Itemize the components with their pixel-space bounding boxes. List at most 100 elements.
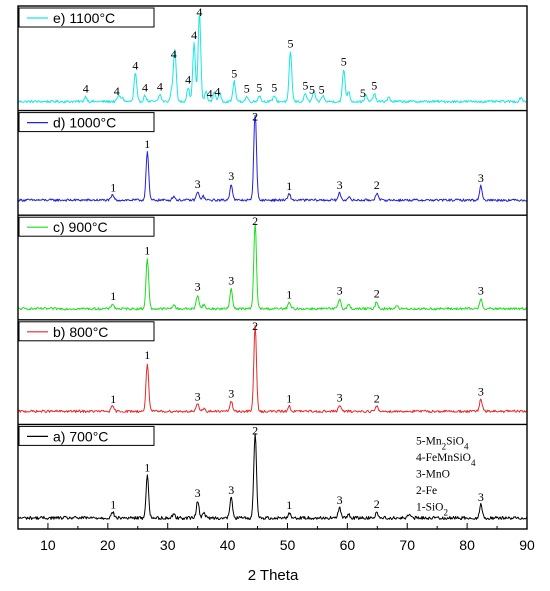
peak-label-0-8: 4 — [196, 5, 202, 19]
legend-label-3: b) 800°C — [53, 324, 108, 340]
peak-label-3-2: 3 — [195, 389, 201, 403]
panel-4: 1 1 3 3 2 1 3 2 3 a) 700°C — [17, 423, 528, 521]
x-tick-label-5: 60 — [340, 537, 356, 553]
peak-label-4-1: 1 — [144, 461, 150, 475]
peak-label-0-2: 4 — [132, 58, 138, 72]
x-tick-label-2: 30 — [160, 537, 176, 553]
peak-label-0-13: 5 — [256, 81, 262, 95]
peak-label-3-3: 3 — [228, 386, 234, 400]
peak-label-0-18: 5 — [319, 83, 325, 97]
legend-label-0: e) 1100°C — [53, 10, 115, 26]
peak-label-0-20: 5 — [360, 86, 366, 100]
series-legend-4: a) 700°C — [18, 425, 155, 446]
peak-label-0-3: 4 — [142, 81, 148, 95]
x-tick-label-3: 40 — [220, 537, 236, 553]
peak-label-0-6: 4 — [185, 73, 191, 87]
peak-label-3-7: 2 — [374, 391, 380, 405]
key-part-3-0: Fe — [426, 485, 438, 497]
peak-label-2-8: 3 — [478, 284, 484, 298]
series-trace-0 — [17, 14, 527, 104]
peak-label-1-3: 3 — [228, 169, 234, 183]
peak-label-4-5: 1 — [286, 498, 292, 512]
x-tick-label-7: 80 — [459, 537, 475, 553]
peak-label-4-6: 3 — [337, 493, 343, 507]
x-tick-label-4: 50 — [280, 537, 296, 553]
peak-label-0-17: 5 — [309, 83, 315, 97]
peak-label-2-3: 3 — [228, 274, 234, 288]
peak-label-0-5: 4 — [171, 47, 177, 61]
key-num-3: 2 — [416, 485, 422, 497]
key-sep-0: - — [422, 435, 426, 447]
x-axis-title: 2 Theta — [248, 567, 299, 584]
peak-label-2-4: 2 — [252, 214, 258, 228]
peak-label-2-0: 1 — [110, 289, 116, 303]
legend-box-3 — [18, 321, 155, 342]
key-num-0: 5 — [416, 435, 422, 447]
series-trace-3 — [17, 324, 527, 414]
peak-label-1-0: 1 — [110, 181, 116, 195]
peak-label-2-7: 2 — [374, 287, 380, 301]
peak-label-1-7: 2 — [374, 178, 380, 192]
legend-box-0 — [18, 7, 155, 28]
key-num-1: 4 — [416, 452, 422, 464]
peak-label-1-2: 3 — [195, 177, 201, 191]
legend-label-1: d) 1000°C — [53, 115, 116, 131]
key-part-0-2: SiO — [446, 435, 464, 447]
peak-label-4-8: 3 — [478, 490, 484, 504]
peak-label-0-1: 4 — [114, 84, 120, 98]
peak-label-1-4: 2 — [252, 110, 258, 124]
peak-label-0-19: 5 — [341, 54, 347, 68]
peak-label-0-12: 5 — [244, 82, 250, 96]
plot-frame — [17, 5, 528, 530]
key-sep-1: - — [422, 452, 426, 464]
legend-box-4 — [18, 425, 155, 446]
peak-label-0-9: 4 — [207, 86, 213, 100]
peak-label-3-1: 1 — [144, 348, 150, 362]
key-line-0: 5-Mn2SiO4 — [416, 435, 469, 451]
key-line-4: 1-SiO2 — [416, 501, 448, 517]
peak-label-2-6: 3 — [337, 284, 343, 298]
peak-label-3-8: 3 — [478, 384, 484, 398]
peak-label-0-10: 4 — [214, 84, 220, 98]
peak-label-3-5: 1 — [286, 391, 292, 405]
peak-label-4-7: 2 — [374, 497, 380, 511]
x-tick-label-0: 10 — [40, 537, 56, 553]
peak-label-0-4: 4 — [157, 80, 163, 94]
peak-label-1-5: 1 — [286, 179, 292, 193]
peak-label-3-4: 2 — [252, 319, 258, 333]
key-line-3: 2-Fe — [416, 485, 437, 497]
key-part-2-0: MnO — [426, 468, 450, 480]
series-trace-4 — [17, 433, 528, 521]
series-legend-3: b) 800°C — [18, 321, 155, 342]
peak-label-1-8: 3 — [478, 171, 484, 185]
peak-label-4-3: 3 — [228, 483, 234, 497]
peak-label-1-1: 1 — [144, 137, 150, 151]
key-sep-3: - — [422, 485, 426, 497]
peak-label-0-11: 5 — [231, 66, 237, 80]
legend-box-1 — [18, 112, 155, 133]
x-tick-label-6: 70 — [399, 537, 415, 553]
peak-label-0-16: 5 — [302, 79, 308, 93]
series-legend-0: e) 1100°C — [18, 7, 155, 28]
peak-label-3-6: 3 — [337, 390, 343, 404]
key-line-2: 3-MnO — [416, 468, 450, 480]
series-legend-2: c) 900°C — [18, 216, 155, 237]
key-line-1: 4-FeMnSiO4 — [416, 452, 476, 468]
panel-2: 1 1 3 3 2 1 3 2 3 c) 900°C — [17, 214, 528, 311]
peak-label-0-7: 4 — [191, 28, 197, 42]
legend-label-4: a) 700°C — [53, 428, 108, 444]
peak-label-0-15: 5 — [288, 36, 294, 50]
key-part-1-1: 4 — [471, 458, 476, 468]
peak-label-4-2: 3 — [195, 486, 201, 500]
peak-label-3-0: 1 — [110, 392, 116, 406]
panel-1: 1 1 3 3 2 1 3 2 3 d) 1000°C — [17, 110, 528, 202]
key-sep-4: - — [422, 501, 426, 513]
peak-label-4-4: 2 — [252, 423, 258, 437]
key-part-1-0: FeMnSiO — [426, 452, 471, 464]
peak-label-0-0: 4 — [83, 82, 89, 96]
peak-label-1-6: 3 — [337, 178, 343, 192]
key-part-4-0: SiO — [426, 501, 444, 513]
